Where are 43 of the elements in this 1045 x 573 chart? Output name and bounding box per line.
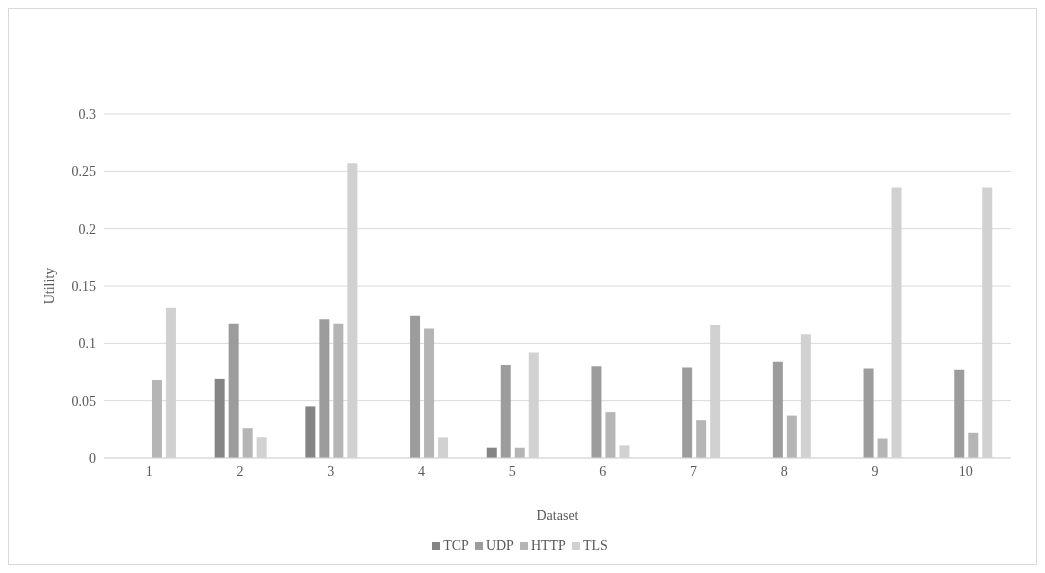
- bar: [863, 368, 874, 458]
- legend-label: HTTP: [530, 538, 566, 554]
- y-tick-label: 0: [89, 450, 96, 466]
- bar: [968, 432, 979, 458]
- y-tick-label: 0.2: [78, 221, 96, 237]
- bar: [682, 367, 693, 458]
- x-tick-label: 3: [327, 463, 335, 479]
- bar: [500, 365, 511, 458]
- x-axis-title: Dataset: [536, 508, 579, 523]
- bar: [214, 378, 225, 458]
- bar: [772, 361, 783, 458]
- y-tick-label: 0.15: [71, 278, 96, 294]
- bar: [954, 369, 965, 458]
- x-tick-label: 2: [236, 463, 244, 479]
- bar: [424, 328, 435, 458]
- bar: [696, 420, 707, 458]
- bar: [333, 323, 344, 458]
- x-tick-label: 4: [417, 463, 425, 479]
- legend-label: TCP: [443, 538, 469, 554]
- x-tick-label: 5: [508, 463, 516, 479]
- legend-label: UDP: [485, 538, 514, 554]
- x-tick-label: 6: [599, 463, 607, 479]
- bar: [319, 319, 330, 458]
- bar: [605, 412, 616, 458]
- x-tick-label: 7: [690, 463, 698, 479]
- bar: [305, 406, 316, 458]
- bar: [591, 366, 602, 458]
- y-tick-label: 0.05: [71, 393, 96, 409]
- x-tick-label: 9: [871, 463, 879, 479]
- x-tick-label: 1: [145, 463, 153, 479]
- y-tick-label: 0.25: [71, 164, 96, 180]
- x-tick-label: 10: [958, 463, 973, 479]
- legend-label: TLS: [582, 538, 608, 554]
- bar: [151, 380, 162, 458]
- x-tick-label: 8: [780, 463, 788, 479]
- y-axis-title: Utility: [41, 267, 57, 305]
- y-tick-label: 0.1: [78, 336, 96, 352]
- bar: [877, 438, 888, 458]
- y-tick-label: 0.3: [78, 106, 96, 122]
- bar: [786, 415, 797, 458]
- bar: [228, 323, 239, 458]
- bar: [410, 315, 421, 458]
- bar: [242, 428, 253, 458]
